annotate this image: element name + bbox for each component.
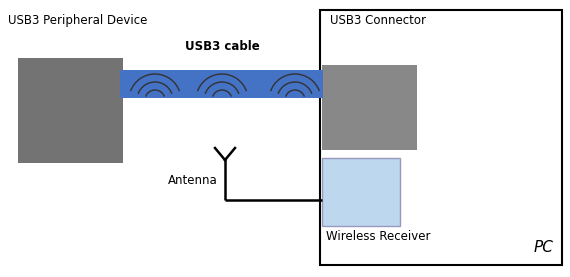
Text: USB3 cable: USB3 cable: [185, 40, 259, 53]
Bar: [322, 158, 400, 226]
Text: USB3 Connector: USB3 Connector: [330, 14, 426, 27]
Text: USB3 Peripheral Device: USB3 Peripheral Device: [8, 14, 148, 27]
Bar: [18, 58, 123, 163]
Text: Antenna: Antenna: [168, 173, 218, 186]
Text: Wireless Receiver: Wireless Receiver: [326, 230, 430, 243]
Text: PC: PC: [533, 240, 553, 255]
Bar: [322, 65, 417, 150]
Bar: [320, 10, 562, 265]
Bar: [120, 70, 323, 98]
